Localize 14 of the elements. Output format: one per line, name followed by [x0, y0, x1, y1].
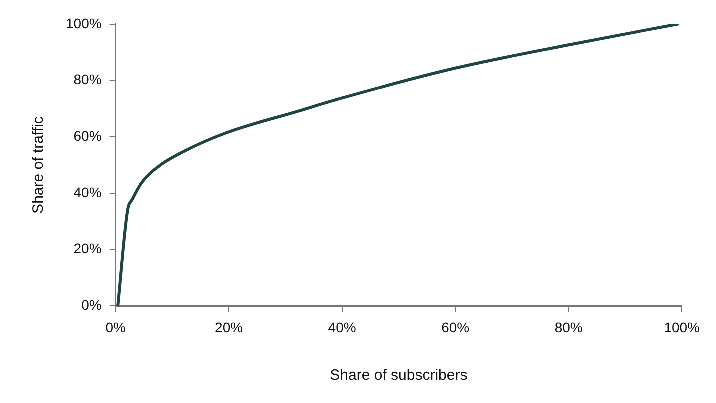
- x-tick-label: 60%: [442, 319, 470, 336]
- x-tick-label: 20%: [215, 319, 244, 336]
- y-axis-title: Share of traffic: [30, 116, 48, 214]
- x-axis-title: Share of subscribers: [330, 367, 468, 384]
- x-tick-label: 100%: [664, 319, 700, 336]
- x-tick-label: 80%: [554, 319, 583, 336]
- y-tick-label: 0%: [82, 297, 102, 314]
- x-tick-label: 40%: [328, 319, 356, 336]
- x-tick-label: 0%: [106, 319, 126, 336]
- y-tick-label: 100%: [66, 15, 102, 32]
- y-tick-label: 40%: [74, 184, 102, 200]
- y-tick-label: 80%: [74, 72, 102, 88]
- y-tick-label: 60%: [74, 128, 102, 144]
- y-tick-label: 20%: [74, 240, 102, 257]
